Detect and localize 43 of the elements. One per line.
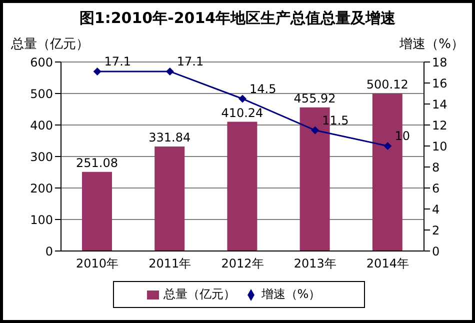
y2-tick-label: 18 (432, 55, 448, 70)
y2-tick-label: 16 (432, 76, 448, 90)
data-label: 410.24 (221, 106, 264, 120)
data-label: 500.12 (366, 77, 408, 92)
x-tick-label: 2011年 (148, 256, 192, 271)
y2-tick-label: 10 (432, 139, 448, 154)
data-label: 17.1 (104, 54, 132, 68)
data-label: 331.84 (148, 130, 191, 144)
y-axis-title: 总量（亿元） (11, 36, 89, 53)
y2-tick-label: 8 (432, 160, 440, 174)
legend-label: 总量（亿元） (163, 287, 236, 301)
y-tick-label: 400 (30, 118, 53, 132)
x-tick-label: 2010年 (76, 256, 119, 271)
y-tick-label: 0 (45, 244, 53, 258)
y2-tick-label: 2 (432, 223, 440, 238)
data-label: 455.92 (294, 91, 336, 106)
y2-tick-label: 0 (432, 244, 440, 258)
data-label: 17.1 (176, 54, 204, 68)
data-label: 251.08 (76, 156, 118, 170)
y2-tick-label: 14 (432, 97, 448, 112)
point (311, 126, 320, 134)
y-tick-label: 300 (30, 150, 53, 164)
x-tick-label: 2014年 (366, 256, 409, 271)
chart-title: 图1:2010年-2014年地区生产总值总量及增速 (78, 9, 397, 28)
y2-tick-label: 12 (432, 118, 448, 132)
y2-axis-title: 增速（%） (400, 36, 464, 53)
y-tick-label: 100 (30, 212, 53, 227)
bar (154, 146, 185, 251)
y-tick-label: 600 (30, 55, 53, 70)
point (238, 94, 246, 103)
y-tick-label: 200 (30, 181, 53, 196)
bar (82, 172, 112, 251)
point (384, 142, 392, 150)
data-label: 14.5 (250, 82, 276, 96)
x-tick-label: 2013年 (294, 256, 336, 271)
bar (227, 122, 258, 251)
legend-label: 增速（%） (261, 287, 321, 301)
y-tick-label: 500 (30, 86, 53, 101)
point (166, 67, 174, 76)
point (93, 67, 102, 76)
x-tick-label: 2012年 (221, 256, 264, 271)
y2-tick-label: 4 (432, 202, 440, 216)
y2-tick-label: 6 (432, 181, 440, 196)
